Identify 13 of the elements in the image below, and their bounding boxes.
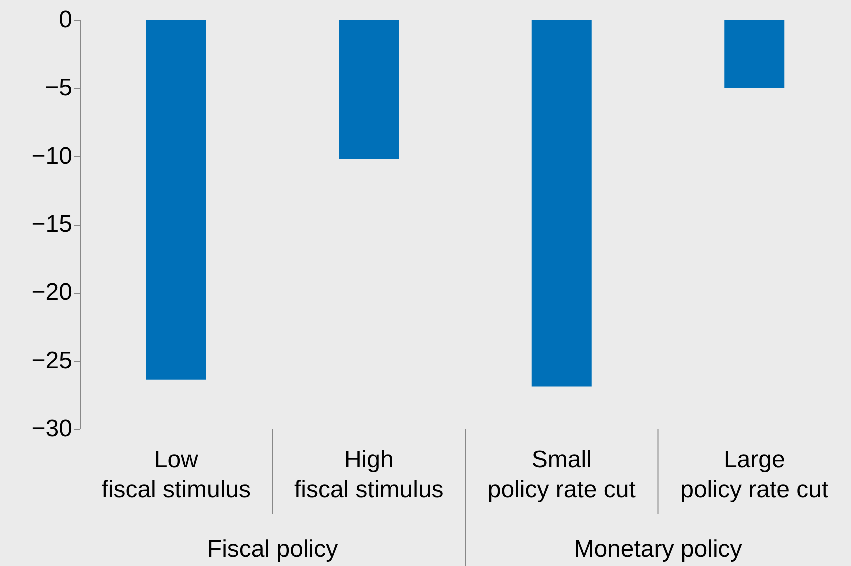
y-tick-label: −20 — [32, 279, 72, 306]
y-tick-label: −30 — [32, 416, 72, 442]
y-tick-label: 0 — [59, 6, 72, 34]
y-tick-label: −25 — [32, 347, 72, 374]
y-tick-label: −5 — [45, 74, 72, 102]
y-tick-label: −15 — [32, 211, 72, 238]
x-tick-label: Small policy rate cut — [488, 446, 636, 504]
x-tick-label: High fiscal stimulus — [294, 446, 444, 504]
x-tick-label: Low fiscal stimulus — [102, 446, 252, 504]
text: Fiscal policy — [207, 536, 338, 563]
x-tick-label: Large policy rate cut — [680, 446, 829, 504]
text: Monetary policy — [574, 536, 742, 563]
y-tick-label: −10 — [32, 142, 72, 170]
